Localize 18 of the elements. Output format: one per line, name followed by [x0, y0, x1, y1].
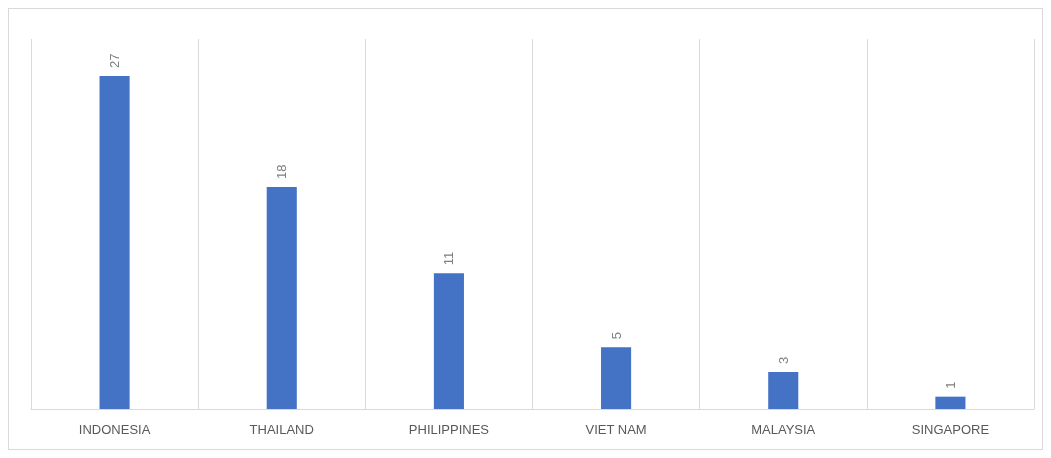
bar: [433, 273, 464, 409]
data-label: 3: [775, 356, 791, 364]
data-label: 1: [942, 381, 958, 389]
data-label: 5: [608, 332, 624, 340]
x-tick-label: PHILIPPINES: [408, 422, 490, 437]
bar: [601, 347, 632, 409]
bar: [266, 187, 297, 409]
bar: [935, 396, 966, 409]
data-label: 11: [441, 251, 457, 266]
bar: [768, 372, 799, 409]
data-label: 27: [107, 53, 123, 68]
x-tick-label: THAILAND: [249, 422, 314, 437]
x-tick-label: MALAYSIA: [751, 422, 816, 437]
bar: [99, 76, 130, 409]
x-tick-label: INDONESIA: [78, 422, 151, 437]
x-tick-label: VIET NAM: [585, 422, 647, 437]
data-label: 18: [274, 164, 290, 179]
x-tick-label: SINGAPORE: [911, 422, 990, 437]
